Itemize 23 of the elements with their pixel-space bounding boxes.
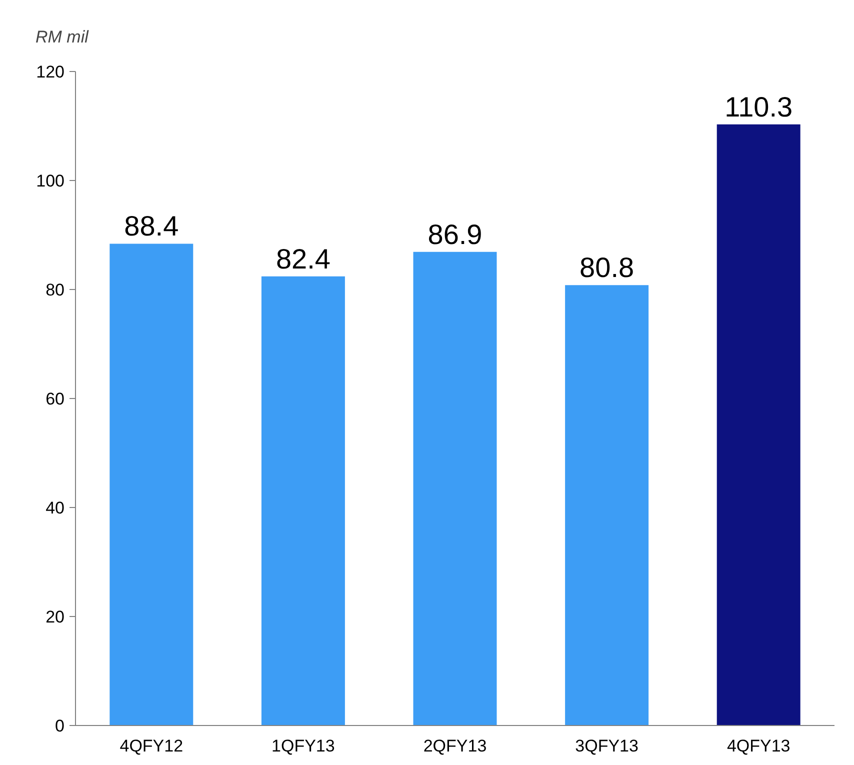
y-tick-label: 100 xyxy=(36,172,65,190)
y-tick-label: 120 xyxy=(36,62,65,82)
y-tick-label: 0 xyxy=(55,716,65,736)
data-label: 88.4 xyxy=(124,210,179,242)
y-tick-label: 20 xyxy=(46,608,65,626)
bar xyxy=(565,285,649,726)
data-label: 82.4 xyxy=(276,243,330,274)
bar xyxy=(413,252,497,726)
data-label: 86.9 xyxy=(428,218,482,250)
y-tick-label: 80 xyxy=(46,280,65,300)
bar xyxy=(110,244,194,726)
bar xyxy=(716,124,800,726)
x-tick-label: 4QFY13 xyxy=(726,736,790,756)
y-tick-label: 40 xyxy=(46,498,65,518)
x-tick-label: 2QFY13 xyxy=(423,736,487,756)
x-tick-label: 3QFY13 xyxy=(575,736,638,756)
x-tick-label: 4QFY12 xyxy=(120,736,184,756)
y-tick-label: 60 xyxy=(46,390,65,408)
data-label: 110.3 xyxy=(724,91,793,122)
y-axis-title: RM mil xyxy=(36,28,90,46)
x-tick-label: 1QFY13 xyxy=(272,736,335,756)
bar xyxy=(261,276,345,726)
data-label: 80.8 xyxy=(580,252,634,284)
